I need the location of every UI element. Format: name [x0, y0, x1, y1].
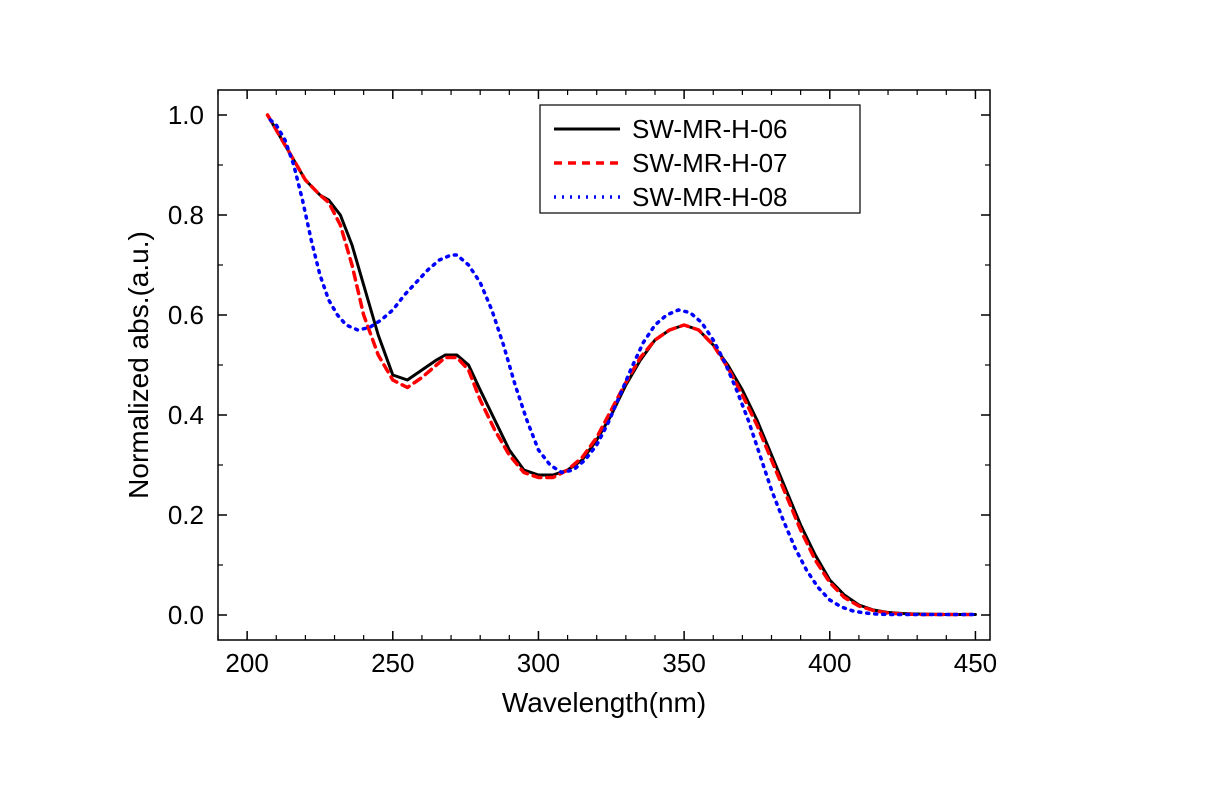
x-axis-label: Wavelength(nm): [502, 687, 706, 718]
y-tick-label: 0.4: [168, 400, 204, 430]
legend-label: SW-MR-H-07: [632, 148, 788, 178]
x-tick-label: 250: [371, 648, 414, 678]
series-SW-MR-H-08: [270, 120, 975, 615]
x-tick-label: 400: [808, 648, 851, 678]
x-tick-label: 450: [954, 648, 997, 678]
spectrum-chart: 200 250 300 350 400 450 Wavelength(nm) 0.0 0.2 0.…: [0, 0, 1228, 796]
x-tick-label: 200: [225, 648, 268, 678]
legend-label: SW-MR-H-06: [632, 114, 788, 144]
series-SW-MR-H-07: [268, 115, 976, 615]
x-tick-label: 350: [662, 648, 705, 678]
y-tick-label: 0.0: [168, 600, 204, 630]
legend-label: SW-MR-H-08: [632, 182, 788, 212]
series-SW-MR-H-06: [268, 115, 976, 615]
y-tick-label: 1.0: [168, 100, 204, 130]
y-axis-label: Normalized abs.(a.u.): [123, 231, 154, 499]
y-tick-label: 0.6: [168, 300, 204, 330]
x-tick-label: 300: [517, 648, 560, 678]
y-tick-label: 0.2: [168, 500, 204, 530]
y-tick-label: 0.8: [168, 200, 204, 230]
